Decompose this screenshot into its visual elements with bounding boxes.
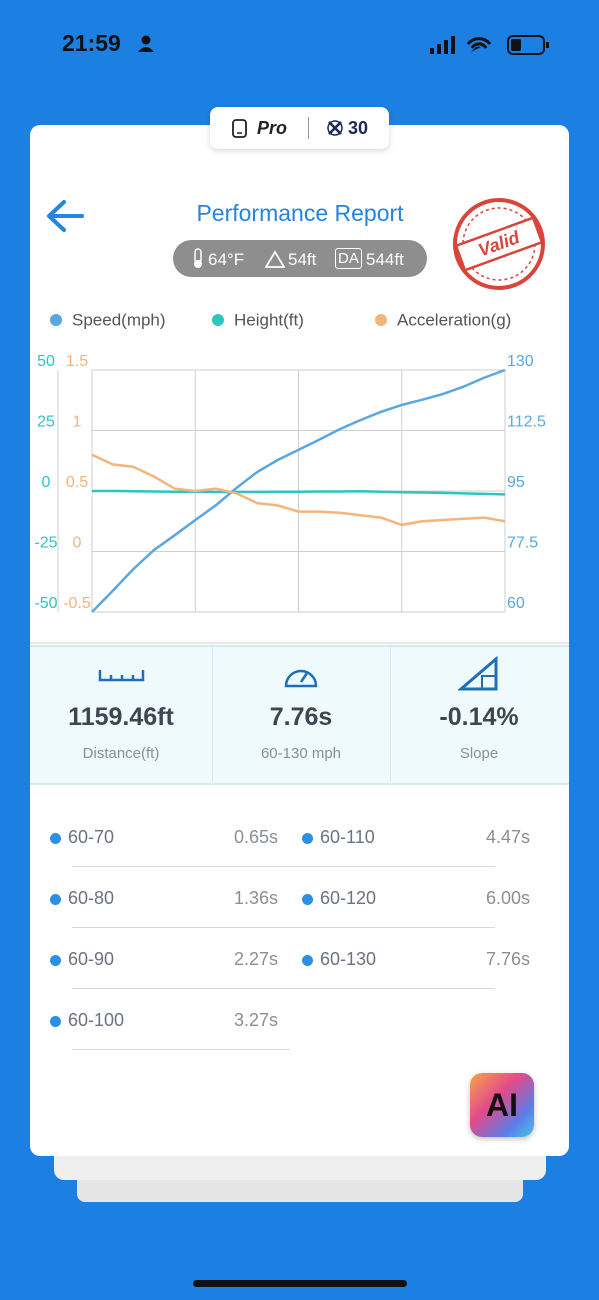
split-dot <box>302 833 313 844</box>
legend-label: Speed(mph) <box>72 310 166 329</box>
plan-badge[interactable]: Pro 30 <box>210 107 389 149</box>
split-time: 7.76s <box>485 949 530 969</box>
speedometer-icon <box>284 669 318 688</box>
altitude: 54ft <box>288 250 317 269</box>
da-label: DA <box>335 248 362 269</box>
temperature: 64°F <box>208 250 245 269</box>
split-time: 4.47s <box>485 827 530 847</box>
divider <box>212 647 213 781</box>
tick-label: 25 <box>37 414 55 431</box>
tick-label: 112.5 <box>507 414 546 431</box>
split-dot <box>50 955 61 966</box>
divider <box>308 117 309 139</box>
status-icons <box>430 35 549 55</box>
slope-icon <box>458 656 498 691</box>
split-time: 2.27s <box>233 949 278 969</box>
legend-marker <box>375 314 387 326</box>
tick-label: 1 <box>73 414 82 431</box>
stats-panel <box>30 645 569 785</box>
split-label: 60-100 <box>68 1010 125 1030</box>
split-dot <box>50 833 61 844</box>
stat-label: Slope <box>459 745 499 762</box>
tick-label: 0 <box>73 535 82 552</box>
split-divider <box>72 927 290 928</box>
stat-value: 1159.46ft <box>68 703 174 731</box>
tick-label: -50 <box>34 595 57 612</box>
thermometer-icon <box>194 248 202 268</box>
stat-value: 7.76s <box>269 703 333 731</box>
divider <box>390 647 391 781</box>
series-line <box>92 489 506 496</box>
stat-value: -0.14% <box>439 703 519 731</box>
back-button[interactable] <box>44 198 86 234</box>
legend-marker <box>212 314 224 326</box>
split-dot <box>302 955 313 966</box>
density-altitude: 544ft <box>366 250 404 269</box>
tick-label: 60 <box>507 595 525 612</box>
report-card <box>30 125 569 1156</box>
divider <box>30 642 569 644</box>
split-label: 60-90 <box>68 949 115 969</box>
legend-marker <box>50 314 62 326</box>
stat-label: Distance(ft) <box>82 745 160 762</box>
split-label: 60-130 <box>320 949 377 969</box>
series-line <box>91 453 506 527</box>
split-divider <box>72 988 290 989</box>
tick-label: -25 <box>34 535 57 552</box>
split-time: 3.27s <box>233 1010 278 1030</box>
home-indicator <box>193 1280 407 1287</box>
tick-label: -0.5 <box>63 595 91 612</box>
ai-button[interactable]: AI <box>470 1073 534 1137</box>
split-divider <box>72 866 290 867</box>
chart: Speed(mph) Height(ft) Acceleration(g) 50 25 0… <box>34 310 546 613</box>
person-icon <box>138 35 154 52</box>
credit-icon <box>327 120 343 136</box>
split-dot <box>50 1016 61 1027</box>
split-label: 60-120 <box>320 888 377 908</box>
status-time: 21:59 <box>62 30 121 56</box>
altitude-icon <box>265 250 285 268</box>
legend-label: Height(ft) <box>234 310 304 329</box>
tick-label: 95 <box>507 474 525 491</box>
stat-label: 60-130 mph <box>260 745 342 762</box>
split-divider <box>290 988 495 989</box>
split-time: 1.36s <box>233 888 278 908</box>
split-divider <box>72 1049 290 1050</box>
split-dot <box>50 894 61 905</box>
split-label: 60-70 <box>68 827 115 847</box>
legend-label: Acceleration(g) <box>397 310 511 329</box>
split-time: 6.00s <box>485 888 530 908</box>
device-icon <box>232 119 247 138</box>
split-label: 60-110 <box>320 827 375 847</box>
credit-count: 30 <box>348 118 369 138</box>
tick-label: 0.5 <box>66 474 88 491</box>
split-label: 60-80 <box>68 888 115 908</box>
tick-label: 77.5 <box>507 535 538 552</box>
tick-label: 0 <box>42 474 51 491</box>
ruler-icon <box>98 670 145 682</box>
split-divider <box>290 866 495 867</box>
valid-stamp: Valid <box>453 198 545 290</box>
conditions-pill: 64°F 54ft DA 544ft <box>173 240 427 277</box>
page-title: Performance Report <box>196 200 404 226</box>
tick-label: 1.5 <box>66 353 88 370</box>
tick-label: 50 <box>37 353 55 370</box>
tick-label: 130 <box>507 353 534 370</box>
split-divider <box>290 927 495 928</box>
series-line <box>91 368 506 613</box>
split-dot <box>302 894 313 905</box>
split-time: 0.65s <box>233 827 278 847</box>
plan-name: Pro <box>257 118 288 138</box>
